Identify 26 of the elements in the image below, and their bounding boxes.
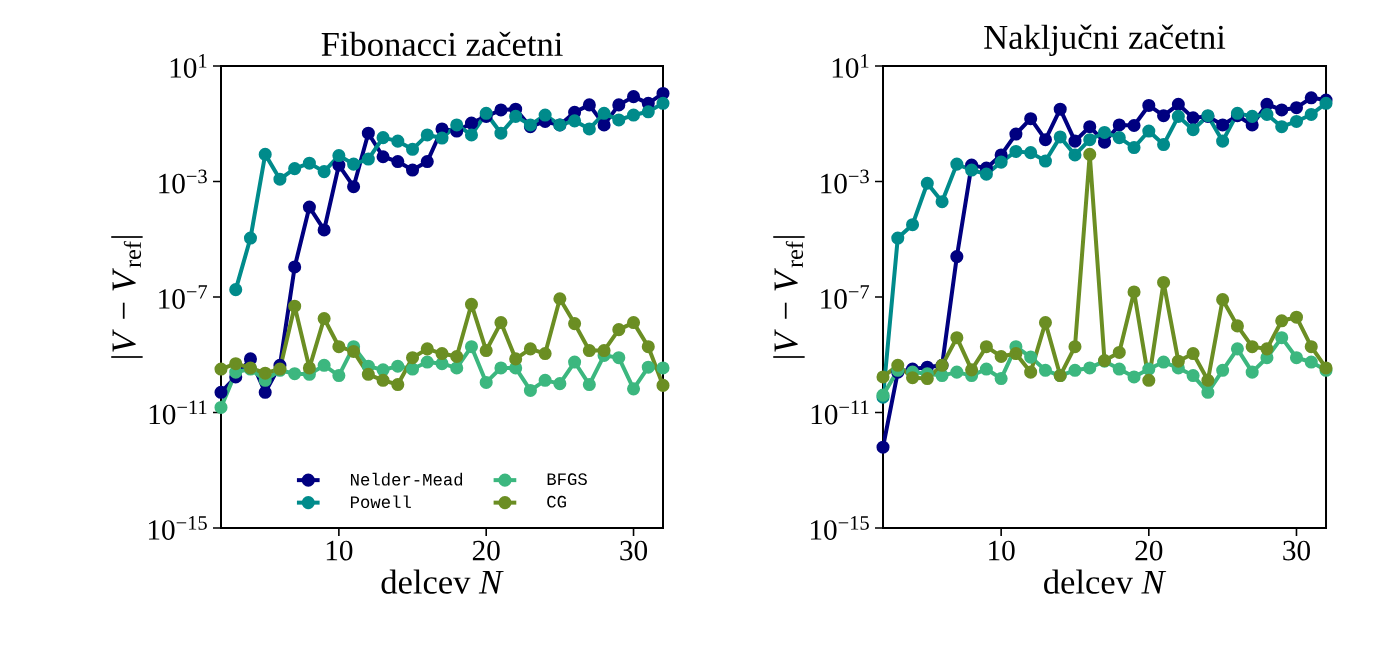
x-tick-label: 10 bbox=[326, 540, 353, 561]
y-tick-label: 10$^{−7}$ bbox=[159, 285, 208, 309]
x-tick-label: 20 bbox=[1135, 540, 1163, 561]
x-tick-label: 30 bbox=[620, 540, 648, 561]
y-tick-label: 10$^{−15}$ bbox=[148, 516, 207, 540]
legend-label: Nelder-Mead bbox=[350, 472, 463, 486]
x-axis-title: delcev N bbox=[381, 569, 504, 594]
x-tick-label: 30 bbox=[1283, 540, 1310, 561]
y-tick-label: 10$^{−7}$ bbox=[821, 285, 870, 309]
y-tick-label: 10$^{1}$ bbox=[832, 54, 869, 78]
y-tick-label: 10$^{−11}$ bbox=[149, 400, 207, 425]
y-tick-label: 10$^{1}$ bbox=[170, 54, 207, 78]
x-tick-label: 10 bbox=[989, 540, 1015, 561]
y-axis-title: |V − V$_{ref}$| bbox=[773, 236, 805, 358]
y-tick-label: 10$^{−3}$ bbox=[159, 169, 207, 194]
y-axis-title: |V − V$_{ref}$| bbox=[111, 236, 143, 358]
chart-title: Naključni začetni bbox=[984, 24, 1226, 57]
x-tick-label: 20 bbox=[472, 540, 500, 561]
y-tick-label: 10$^{−15}$ bbox=[811, 516, 869, 540]
legend-label: Powell bbox=[350, 495, 411, 509]
legend-label: BFGS bbox=[547, 473, 587, 486]
x-axis-title: delcev N bbox=[1044, 569, 1167, 594]
y-tick-label: 10$^{−3}$ bbox=[821, 169, 869, 194]
legend-label: CG bbox=[547, 495, 566, 508]
chart-title: Fibonacci začetni bbox=[321, 31, 563, 56]
y-tick-label: 10$^{−11}$ bbox=[811, 400, 869, 425]
